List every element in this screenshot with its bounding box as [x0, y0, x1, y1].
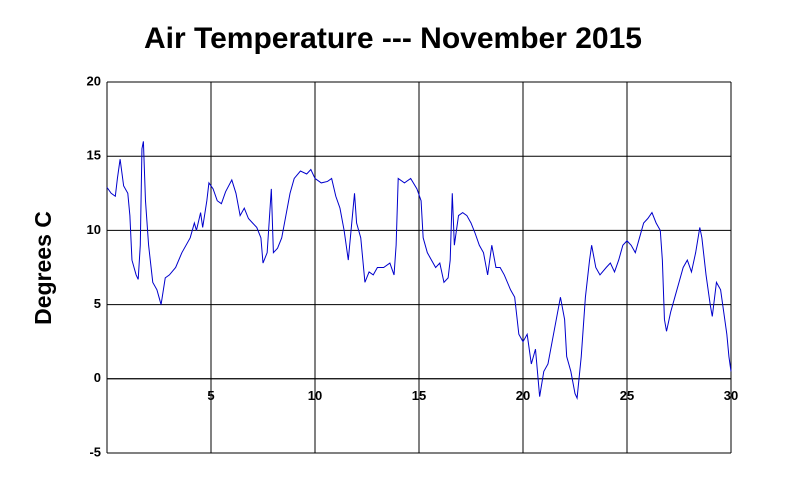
x-tick-label: 20	[516, 388, 530, 403]
x-tick-label: 30	[724, 388, 738, 403]
y-tick-label: -5	[89, 444, 101, 459]
x-tick-label: 15	[412, 388, 426, 403]
y-tick-label: 5	[94, 296, 101, 311]
x-tick-label: 25	[620, 388, 634, 403]
temperature-line	[106, 141, 732, 400]
y-tick-label: 15	[87, 148, 101, 163]
y-axis-label: Degrees C	[30, 211, 56, 325]
x-tick-label: 10	[308, 388, 322, 403]
y-tick-label: 20	[87, 73, 101, 88]
x-tick-label: 5	[207, 388, 214, 403]
y-tick-label: 10	[87, 222, 101, 237]
chart-title: Air Temperature --- November 2015	[144, 22, 642, 55]
y-tick-label: 0	[94, 370, 101, 385]
